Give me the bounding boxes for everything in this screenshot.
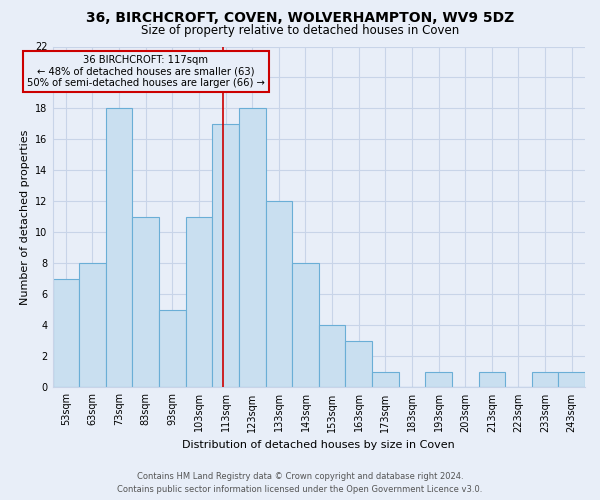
Text: Size of property relative to detached houses in Coven: Size of property relative to detached ho… (141, 24, 459, 37)
Bar (133, 217, 159, 388)
Text: 36, BIRCHCROFT, COVEN, WOLVERHAMPTON, WV9 5DZ: 36, BIRCHCROFT, COVEN, WOLVERHAMPTON, WV… (86, 11, 514, 25)
Text: Contains HM Land Registry data © Crown copyright and database right 2024.
Contai: Contains HM Land Registry data © Crown c… (118, 472, 482, 494)
Bar (425, 372, 452, 388)
Bar (346, 341, 372, 388)
Bar (239, 108, 266, 388)
Bar (53, 279, 79, 388)
Bar (79, 264, 106, 388)
Bar (266, 202, 292, 388)
Bar (559, 372, 585, 388)
Bar (319, 326, 346, 388)
Y-axis label: Number of detached properties: Number of detached properties (20, 130, 29, 304)
Bar (532, 372, 559, 388)
Bar (292, 264, 319, 388)
Bar (212, 124, 239, 388)
X-axis label: Distribution of detached houses by size in Coven: Distribution of detached houses by size … (182, 440, 455, 450)
Bar (479, 372, 505, 388)
Bar (159, 310, 185, 388)
Bar (372, 372, 398, 388)
Text: 36 BIRCHCROFT: 117sqm
← 48% of detached houses are smaller (63)
50% of semi-deta: 36 BIRCHCROFT: 117sqm ← 48% of detached … (27, 54, 265, 88)
Bar (185, 217, 212, 388)
Bar (106, 108, 133, 388)
